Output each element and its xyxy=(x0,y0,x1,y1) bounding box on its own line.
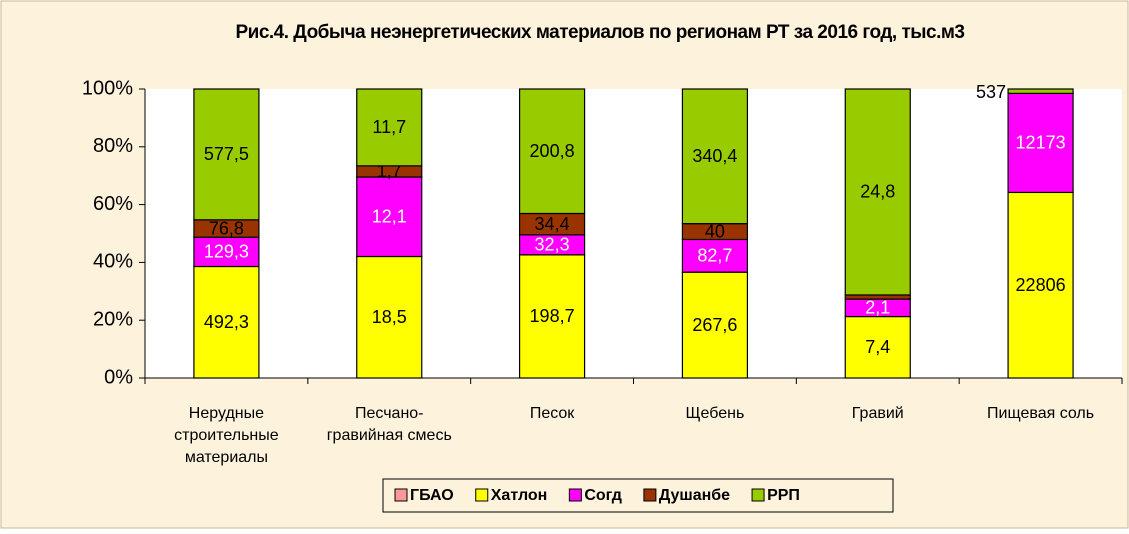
legend-label: ГБАО xyxy=(410,487,454,504)
y-tick-label: 60% xyxy=(93,193,133,215)
x-tick-label-line: Нерудные xyxy=(189,405,264,422)
bar-segment xyxy=(193,265,260,379)
data-label: 12,1 xyxy=(372,207,407,227)
bar-segment xyxy=(681,238,749,273)
data-label: 32,3 xyxy=(535,235,570,255)
x-tick-label-line: Гравий xyxy=(852,405,904,422)
data-label: 40 xyxy=(705,221,725,241)
x-tick-label: Гравий xyxy=(852,405,904,422)
x-tick-label-line: Песчано- xyxy=(355,405,424,422)
legend-box xyxy=(382,478,894,513)
data-label: 76,8 xyxy=(209,218,244,238)
plot-area xyxy=(145,89,1122,378)
x-tick-label-line: Песок xyxy=(530,405,575,422)
legend-swatch xyxy=(394,488,408,502)
data-label: 129,3 xyxy=(204,242,249,262)
data-label: 12173 xyxy=(1016,133,1066,153)
x-tick-label: Щебень xyxy=(686,405,745,422)
x-tick-label-line: материалы xyxy=(185,449,268,466)
data-label: 34,4 xyxy=(535,214,570,234)
bar-segment xyxy=(681,88,749,225)
bar-segment xyxy=(518,254,586,379)
chart-title: Рис.4. Добыча неэнергетических материало… xyxy=(235,22,964,43)
legend-label: Согд xyxy=(584,487,622,504)
bar-segment xyxy=(356,255,423,379)
x-tick-label: Пищевая соль xyxy=(987,405,1094,422)
legend-swatch xyxy=(643,488,657,502)
bar-segment xyxy=(1007,88,1074,94)
x-tick-label-line: гравийная смесь xyxy=(327,427,452,444)
x-tick-label-line: Щебень xyxy=(686,405,745,422)
bar-segment xyxy=(844,315,911,379)
legend-swatch xyxy=(568,488,582,502)
data-label: 537 xyxy=(976,82,1006,102)
x-tick-label-line: Пищевая соль xyxy=(987,405,1094,422)
data-label: 267,6 xyxy=(692,315,737,335)
legend-swatch xyxy=(475,488,489,502)
data-label: 200,8 xyxy=(530,141,575,161)
bar-segment xyxy=(518,88,586,215)
bar-segment xyxy=(681,271,749,379)
bar-segment xyxy=(356,88,423,167)
x-tick-label: Нерудные строительные материалы xyxy=(174,405,279,466)
y-tick-label: 100% xyxy=(82,77,133,99)
bar-segment xyxy=(844,294,911,300)
data-label: 492,3 xyxy=(204,312,249,332)
bar-segment xyxy=(1007,92,1074,194)
bar-segment xyxy=(193,88,260,221)
data-label: 7,4 xyxy=(865,337,890,357)
data-label: 24,8 xyxy=(860,182,895,202)
bar-segment xyxy=(1007,191,1074,379)
bar-segment xyxy=(193,236,260,268)
legend-label: Хатлон xyxy=(491,487,548,504)
legend-swatch xyxy=(751,488,765,502)
data-label: 22806 xyxy=(1016,275,1066,295)
x-tick-label: Песчано-гравийная смесь xyxy=(327,405,452,444)
y-tick-label: 20% xyxy=(93,308,133,330)
data-label: 18,5 xyxy=(372,307,407,327)
data-label: 340,4 xyxy=(692,146,737,166)
data-label: 577,5 xyxy=(204,144,249,164)
data-label: 198,7 xyxy=(530,306,575,326)
x-tick-label-line: строительные xyxy=(174,427,279,444)
y-tick-label: 40% xyxy=(93,251,133,273)
data-label: 11,7 xyxy=(372,117,406,137)
y-tick-label: 0% xyxy=(104,366,133,388)
x-tick-label: Песок xyxy=(530,405,575,422)
y-tick-label: 80% xyxy=(93,135,133,157)
legend-label: РРП xyxy=(767,487,800,504)
legend-label: Душанбе xyxy=(659,487,730,504)
data-label: 2,1 xyxy=(865,298,890,318)
data-label: 82,7 xyxy=(697,246,732,266)
bar-segment xyxy=(844,88,911,296)
